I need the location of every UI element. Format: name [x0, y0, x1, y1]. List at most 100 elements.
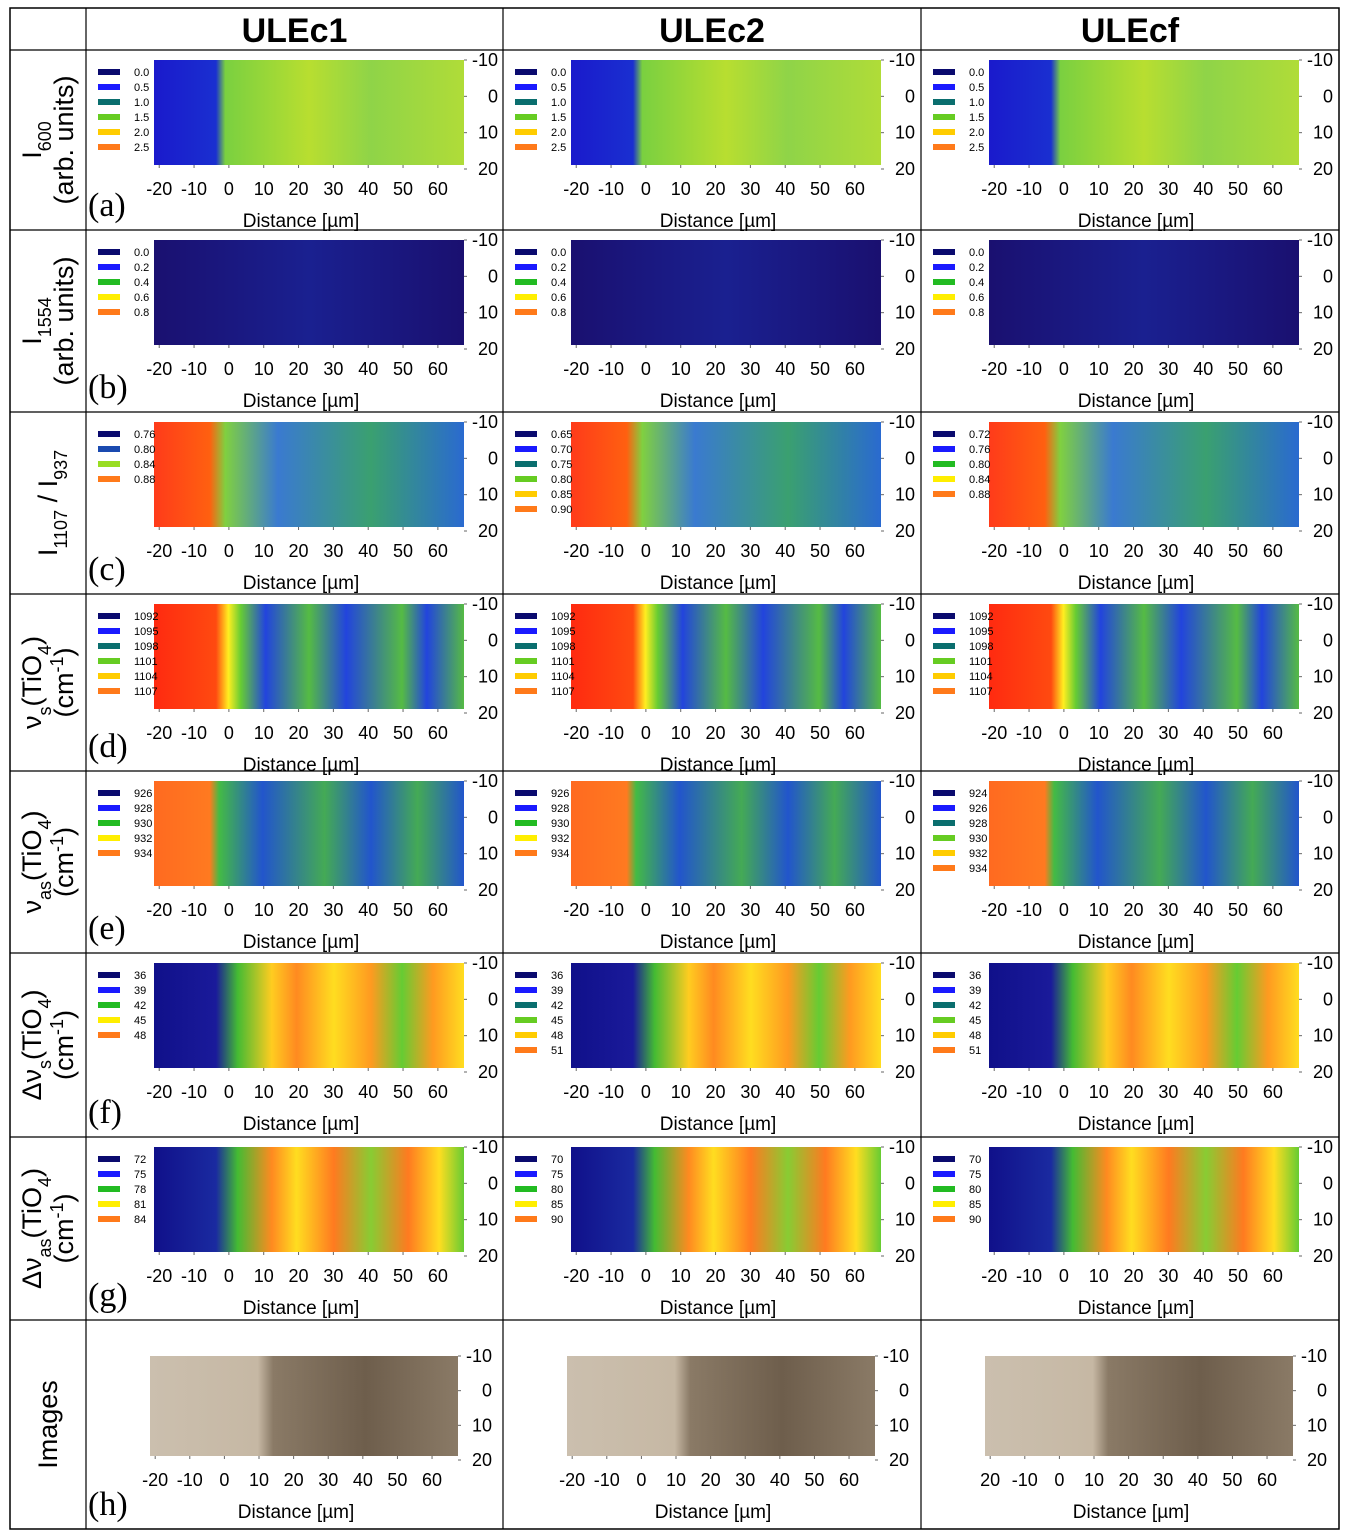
legend-swatch	[933, 114, 955, 120]
legend-swatch	[98, 1186, 120, 1192]
y-tick-label: 10	[895, 123, 915, 143]
legend-swatch	[933, 972, 955, 978]
y-tick-label: 0	[1323, 630, 1333, 650]
x-tick-label: 10	[249, 1470, 269, 1490]
legend-label: 1101	[969, 656, 993, 668]
x-tick-label: 60	[428, 1266, 448, 1286]
x-axis-label: Distance [µm]	[660, 391, 777, 412]
x-tick-label: -20	[981, 900, 1007, 920]
legend-label: 1.5	[969, 112, 984, 124]
row-label-part: 4	[35, 645, 55, 655]
legend-label: 1098	[969, 641, 993, 653]
x-tick-label: 50	[393, 179, 413, 199]
row-label: I1107 / I937	[33, 450, 71, 556]
row-label-part: (cm	[49, 673, 79, 718]
x-axis-label: Distance [µm]	[655, 1502, 772, 1523]
x-tick-label: 30	[740, 1266, 760, 1286]
legend-label: 1.5	[134, 112, 149, 124]
y-tick-label: 0	[488, 630, 498, 650]
x-axis-label: Distance [µm]	[1078, 573, 1195, 594]
legend-label: 0.6	[969, 292, 984, 304]
legend-label: 81	[134, 1199, 146, 1211]
y-tick-label: 0	[482, 1381, 492, 1401]
y-tick-label: -10	[1307, 412, 1333, 432]
y-tick-label: -10	[472, 771, 498, 791]
legend-label: 926	[551, 788, 569, 800]
x-tick-label: 0	[1059, 723, 1069, 743]
x-axis-label: Distance [µm]	[243, 573, 360, 594]
x-tick-label: 20	[289, 723, 309, 743]
x-tick-label: -20	[981, 359, 1007, 379]
legend-swatch	[98, 264, 120, 270]
x-tick-label: 30	[323, 1082, 343, 1102]
legend-label: 1095	[969, 626, 993, 638]
x-tick-label: 30	[323, 1266, 343, 1286]
x-tick-label: -20	[563, 359, 589, 379]
y-tick-label: 10	[1313, 844, 1333, 864]
x-axis-label: Distance [µm]	[1078, 1114, 1195, 1135]
x-tick-label: 40	[358, 1082, 378, 1102]
x-tick-label: 10	[254, 1266, 274, 1286]
x-tick-label: 10	[1089, 723, 1109, 743]
row-label-part: )	[49, 648, 79, 657]
y-tick-label: 20	[478, 339, 498, 359]
legend-swatch	[98, 820, 120, 826]
x-tick-label: -20	[981, 179, 1007, 199]
x-tick-label: 50	[393, 1082, 413, 1102]
legend-swatch	[515, 99, 537, 105]
legend-swatch	[98, 99, 120, 105]
legend-label: 0.6	[551, 292, 566, 304]
row-label-part: as	[35, 1238, 55, 1257]
heatmap	[989, 1147, 1299, 1252]
x-tick-label: 40	[770, 1470, 790, 1490]
y-tick-label: 20	[895, 521, 915, 541]
legend-swatch	[933, 1171, 955, 1177]
x-tick-label: 0	[641, 1266, 651, 1286]
row-label-part: )	[49, 1010, 79, 1019]
heatmap	[571, 963, 881, 1068]
legend-swatch	[933, 129, 955, 135]
micrograph	[150, 1356, 458, 1456]
legend-swatch	[98, 144, 120, 150]
y-tick-label: 0	[1323, 266, 1333, 286]
x-tick-label: 0	[641, 723, 651, 743]
x-tick-label: -20	[563, 179, 589, 199]
legend-label: 0.6	[134, 292, 149, 304]
legend-label: 0.80	[134, 444, 155, 456]
x-tick-label: 20	[289, 541, 309, 561]
legend-label: 928	[551, 803, 569, 815]
legend-label: 0.80	[551, 474, 572, 486]
legend-swatch	[515, 613, 537, 619]
x-tick-label: 30	[1158, 723, 1178, 743]
row-label-part: (TiO	[17, 1187, 47, 1238]
x-tick-label: 10	[671, 359, 691, 379]
legend-label: 78	[134, 1184, 146, 1196]
legend-swatch	[515, 1216, 537, 1222]
x-tick-label: 40	[1193, 541, 1213, 561]
legend-label: 1104	[969, 671, 993, 683]
legend-label: 2.0	[551, 127, 566, 139]
y-tick-label: 10	[1313, 303, 1333, 323]
legend-swatch	[933, 264, 955, 270]
y-tick-label: 10	[478, 667, 498, 687]
x-tick-label: 30	[1158, 1082, 1178, 1102]
panel-letter: (g)	[88, 1277, 128, 1314]
legend-swatch	[98, 279, 120, 285]
x-tick-label: -10	[598, 179, 624, 199]
legend-swatch	[933, 69, 955, 75]
x-tick-label: 10	[1089, 1266, 1109, 1286]
frame	[9, 7, 1340, 1530]
legend-swatch	[933, 1156, 955, 1162]
y-tick-label: -10	[466, 1346, 492, 1366]
y-tick-label: -10	[1307, 1137, 1333, 1157]
x-tick-label: 20	[1124, 1266, 1144, 1286]
legend-swatch	[933, 144, 955, 150]
legend-swatch	[515, 114, 537, 120]
y-tick-label: 0	[899, 1381, 909, 1401]
legend-swatch	[98, 1216, 120, 1222]
y-tick-label: -10	[472, 230, 498, 250]
legend-label: 0.5	[551, 82, 566, 94]
legend-label: 0.8	[134, 307, 149, 319]
x-tick-label: 60	[428, 179, 448, 199]
x-tick-label: 30	[323, 541, 343, 561]
